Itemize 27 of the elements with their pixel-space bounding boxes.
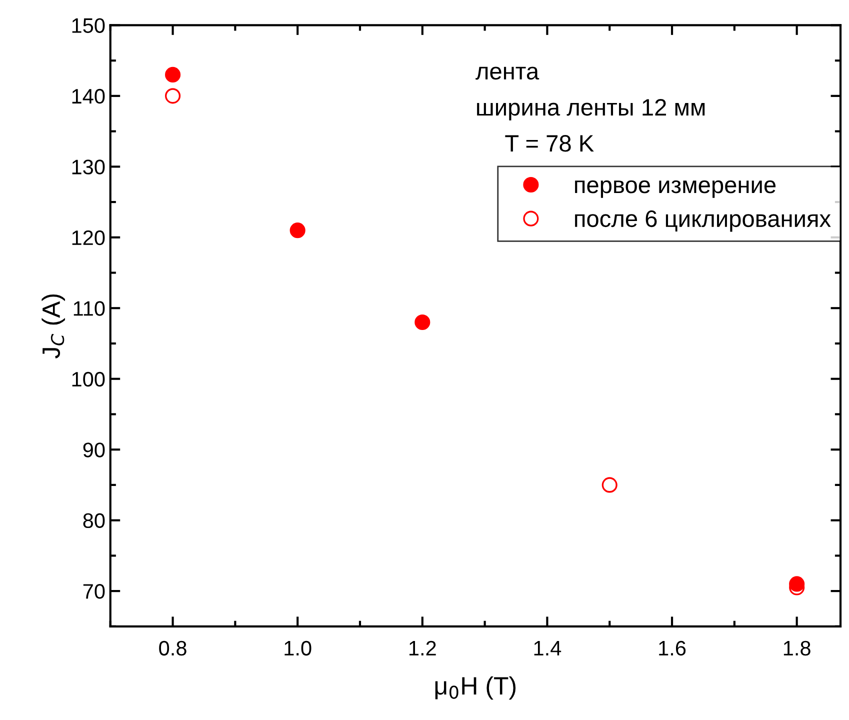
point xyxy=(164,88,181,104)
y-tick-label: 100 xyxy=(72,372,105,387)
x-tick-label: 1.6 xyxy=(659,640,686,656)
y-tick-label: 120 xyxy=(72,230,105,246)
legend-label: первое измерение xyxy=(575,180,776,198)
point xyxy=(414,314,430,330)
y-tick-label: 90 xyxy=(83,442,105,458)
annotation: лента xyxy=(476,66,540,80)
annotation: T = 78 K xyxy=(505,135,594,152)
x-tick-label: 1.2 xyxy=(410,640,436,656)
annotation: ширина ленты 12 мм xyxy=(477,98,705,120)
x-tick-label: 1.0 xyxy=(284,640,312,656)
x-axis-title: μ$_{0}$H (T) xyxy=(435,676,516,700)
legend-label: после 6 циклированиях xyxy=(575,210,831,232)
y-tick-label: 70 xyxy=(83,584,105,599)
y-tick-label: 150 xyxy=(72,18,105,33)
y-tick-label: 110 xyxy=(74,301,105,316)
y-tick-label: 130 xyxy=(72,160,105,174)
y-tick-label: 80 xyxy=(83,513,105,528)
x-tick-label: 1.8 xyxy=(784,640,810,656)
point xyxy=(164,66,181,82)
y-tick-label: 140 xyxy=(72,88,105,104)
y-axis-title: J$_{C}$ (A) xyxy=(42,294,65,358)
x-tick-label: 0.8 xyxy=(159,640,186,656)
point xyxy=(290,222,306,238)
point xyxy=(602,477,618,493)
x-tick-label: 1.4 xyxy=(534,641,562,656)
